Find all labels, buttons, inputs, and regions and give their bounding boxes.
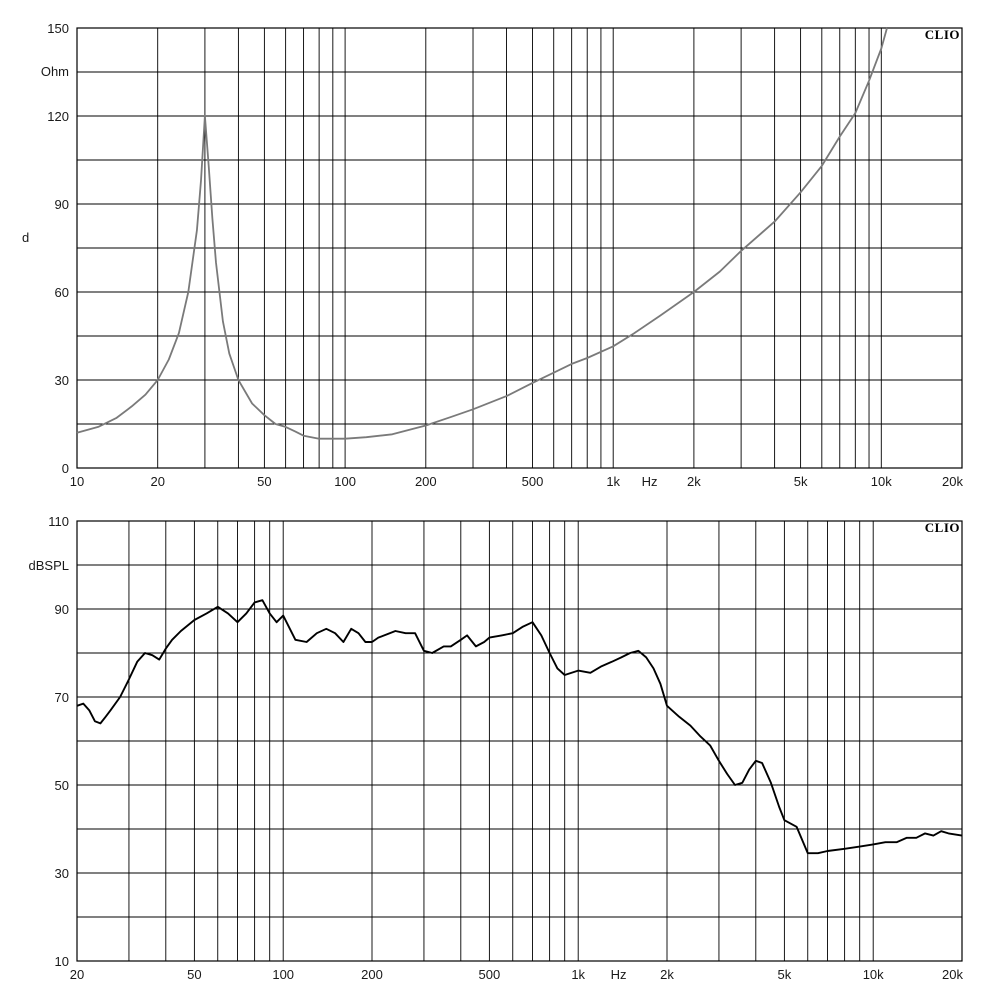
x-tick-label: 100 — [272, 967, 294, 982]
x-tick-label: 200 — [361, 967, 383, 982]
x-tick-label: 2k — [687, 474, 701, 489]
y-tick-label: 50 — [55, 778, 69, 793]
x-unit-label: Hz — [642, 474, 658, 489]
y-tick-label: 30 — [55, 373, 69, 388]
x-unit-label: Hz — [611, 967, 627, 982]
x-tick-label: 1k — [606, 474, 620, 489]
plot-frame — [76, 520, 963, 962]
x-tick-label: 10k — [871, 474, 892, 489]
y-tick-label: 70 — [55, 690, 69, 705]
x-tick-label: 500 — [522, 474, 544, 489]
x-tick-label: 10k — [863, 967, 884, 982]
x-tick-label: 1k — [571, 967, 585, 982]
y-tick-label: 30 — [55, 866, 69, 881]
spl-curve — [76, 599, 963, 855]
clio-logo: CLIO — [925, 520, 960, 535]
y-tick-label: 10 — [55, 954, 69, 969]
y-tick-label: 90 — [55, 197, 69, 212]
y-tick-label: 150 — [47, 21, 69, 36]
plot-frame — [76, 27, 963, 469]
x-tick-label: 50 — [187, 967, 201, 982]
x-tick-label: 20k — [942, 474, 963, 489]
x-tick-label: 2k — [660, 967, 674, 982]
x-tick-label: 200 — [415, 474, 437, 489]
y-tick-label: 0 — [62, 461, 69, 476]
x-tick-label: 5k — [778, 967, 792, 982]
x-tick-label: 20 — [70, 967, 84, 982]
x-tick-label: 20k — [942, 967, 963, 982]
y-axis-label: Ohm — [41, 64, 69, 79]
side-label: d — [22, 230, 29, 245]
y-tick-label: 110 — [48, 514, 69, 529]
y-tick-label: 90 — [55, 602, 69, 617]
x-tick-label: 20 — [150, 474, 164, 489]
x-tick-label: 50 — [257, 474, 271, 489]
x-tick-label: 500 — [479, 967, 501, 982]
x-tick-label: 5k — [794, 474, 808, 489]
x-tick-label: 100 — [334, 474, 356, 489]
impedance-curve — [76, 27, 888, 440]
x-tick-label: 10 — [70, 474, 84, 489]
y-tick-label: 120 — [47, 109, 69, 124]
clio-logo: CLIO — [925, 27, 960, 42]
y-axis-label: dBSPL — [29, 558, 69, 573]
y-tick-label: 60 — [55, 285, 69, 300]
impedance-chart: 10 20 50 100 200 500 1k 2k 5k 10k 20k Hz 0 30 60 90 120 1… — [22, 21, 963, 489]
spl-chart: 20 50 100 200 500 1k 2k 5k 10k 20k Hz 10 30 50 70 90 110… — [29, 514, 964, 982]
